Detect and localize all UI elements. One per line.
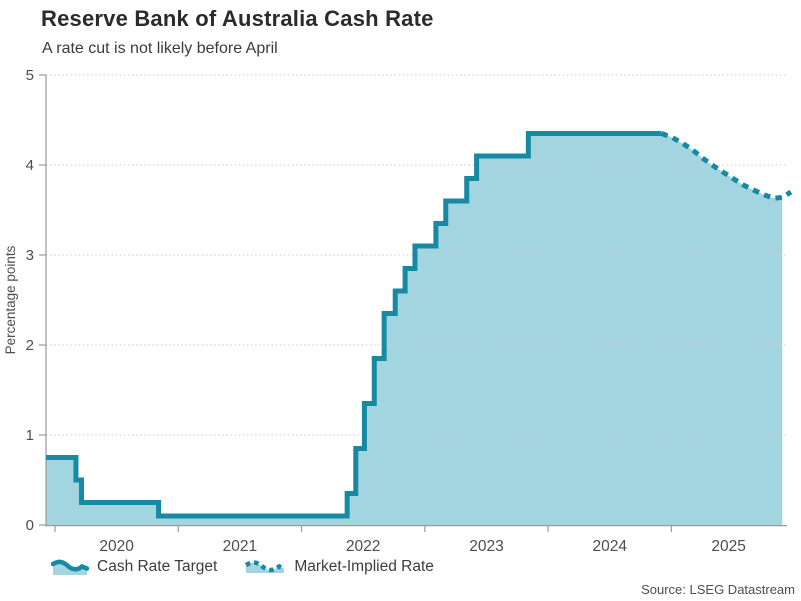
legend-label-market-implied: Market-Implied Rate	[294, 558, 434, 575]
svg-text:2024: 2024	[592, 538, 627, 555]
svg-text:2022: 2022	[346, 538, 380, 555]
svg-text:4: 4	[26, 157, 34, 174]
svg-text:5: 5	[26, 67, 34, 84]
chart-subtitle: A rate cut is not likely before April	[42, 40, 278, 57]
axes	[39, 74, 787, 532]
svg-text:2025: 2025	[711, 538, 745, 555]
legend-label-cash-rate: Cash Rate Target	[97, 558, 218, 575]
chart-title: Reserve Bank of Australia Cash Rate	[41, 6, 434, 31]
svg-text:3: 3	[26, 247, 34, 264]
area-fill	[46, 133, 783, 525]
svg-text:2: 2	[26, 337, 34, 354]
cash-rate-line	[46, 131, 662, 519]
svg-text:1: 1	[26, 427, 34, 444]
svg-text:2023: 2023	[469, 538, 503, 555]
source-note: Source: LSEG Datastream	[641, 582, 795, 597]
cash-rate-swatch-icon	[51, 558, 89, 576]
svg-text:2021: 2021	[223, 538, 257, 555]
market-implied-swatch-icon	[244, 558, 286, 576]
legend: Cash Rate Target Market-Implied Rate	[51, 556, 434, 578]
svg-text:2020: 2020	[99, 538, 134, 555]
y-axis-title: Percentage points	[3, 245, 18, 354]
axis-tick-labels: 0 1 2 3 4 5 2020 2021 2022 2023 2024 2025	[26, 67, 746, 555]
svg-text:0: 0	[26, 517, 34, 534]
